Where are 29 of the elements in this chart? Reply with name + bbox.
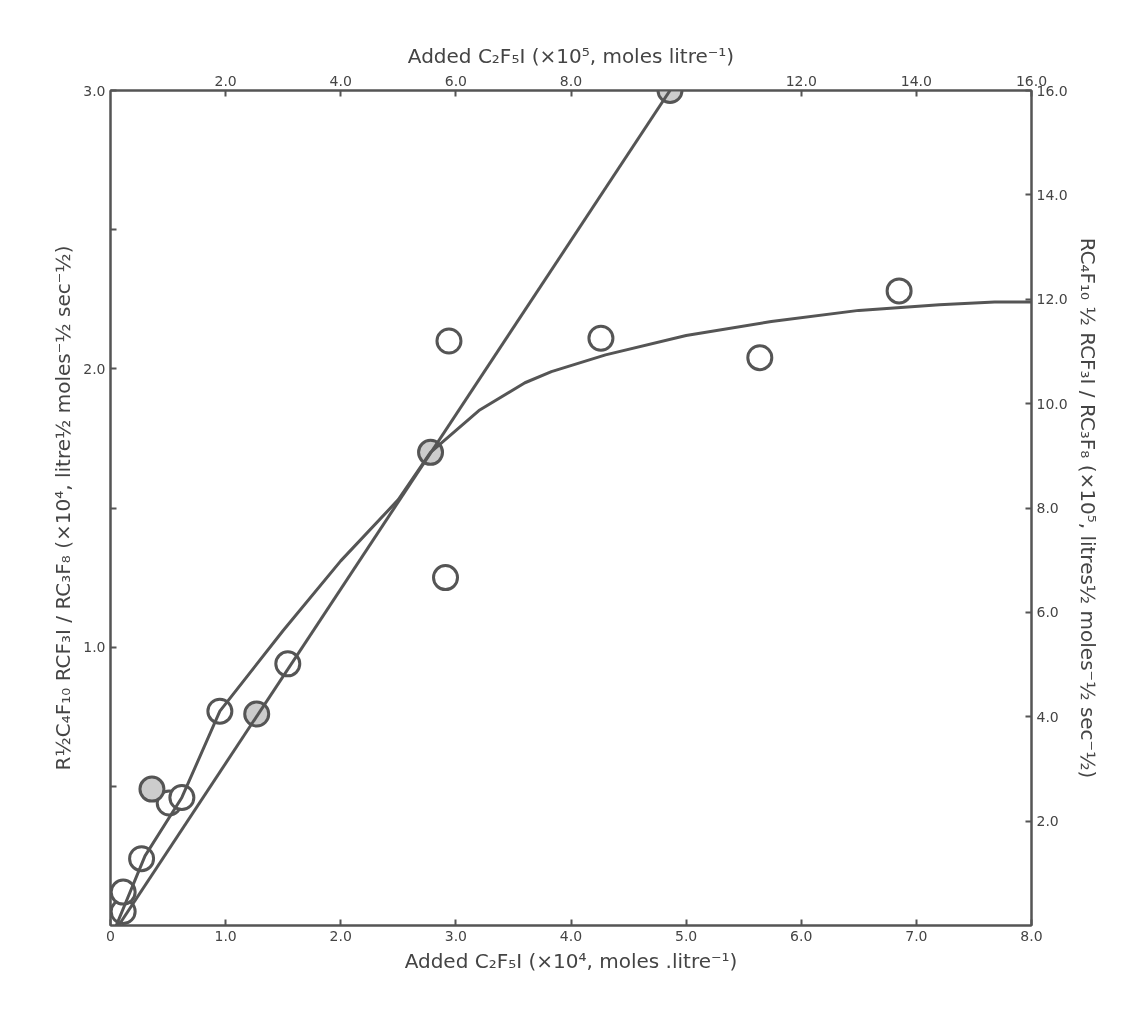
x2-tick-label: 12.0 bbox=[785, 72, 817, 89]
x2-tick-label: 6.0 bbox=[444, 72, 468, 89]
y2-tick-label: 12.0 bbox=[1036, 291, 1068, 308]
y-tick-label: 2.0 bbox=[83, 360, 106, 377]
y-axis-title: R½C₄F₁₀ RCF₃I / RC₃F₈ (×10⁴, litre½ moles⁻½ sec⁻½) bbox=[51, 245, 76, 771]
x2-tick-label: 8.0 bbox=[559, 72, 583, 89]
x-tick-label: 0 bbox=[106, 927, 115, 944]
x-axis-title: Added C₂F₅I (×10⁴, moles .litre⁻¹) bbox=[404, 948, 738, 973]
y2-tick-label: 8.0 bbox=[1036, 500, 1059, 516]
y2-tick-label: 6.0 bbox=[1036, 604, 1059, 621]
y2-axis-title: RC₄F₁₀ ½ RCF₃I / RC₃F₈ (×10⁵, litres½ moles⁻½ sec⁻½) bbox=[1075, 237, 1100, 779]
y2-tick-label: 2.0 bbox=[1036, 813, 1059, 830]
y2-tick-label: 14.0 bbox=[1036, 186, 1068, 203]
x-tick-label: 1.0 bbox=[214, 927, 237, 944]
x2-tick-label: 2.0 bbox=[214, 72, 237, 89]
y-tick-label: 3.0 bbox=[83, 82, 106, 99]
x-tick-label: 3.0 bbox=[444, 927, 468, 944]
x-tick-label: 6.0 bbox=[790, 927, 813, 944]
x2-axis-title: Added C₂F₅I (×10⁵, moles litre⁻¹) bbox=[407, 43, 735, 68]
x-tick-label: 8.0 bbox=[1020, 927, 1043, 944]
y-tick-label: 1.0 bbox=[83, 639, 106, 656]
y2-tick-label: 10.0 bbox=[1036, 395, 1068, 412]
y2-tick-label: 4.0 bbox=[1036, 708, 1059, 725]
x2-tick-label: 4.0 bbox=[329, 72, 352, 89]
x-tick-label: 7.0 bbox=[905, 927, 928, 944]
x-tick-label: 5.0 bbox=[674, 927, 698, 944]
x2-tick-label: 14.0 bbox=[900, 72, 932, 89]
x-tick-label: 2.0 bbox=[329, 927, 352, 944]
x-tick-label: 4.0 bbox=[559, 927, 583, 944]
